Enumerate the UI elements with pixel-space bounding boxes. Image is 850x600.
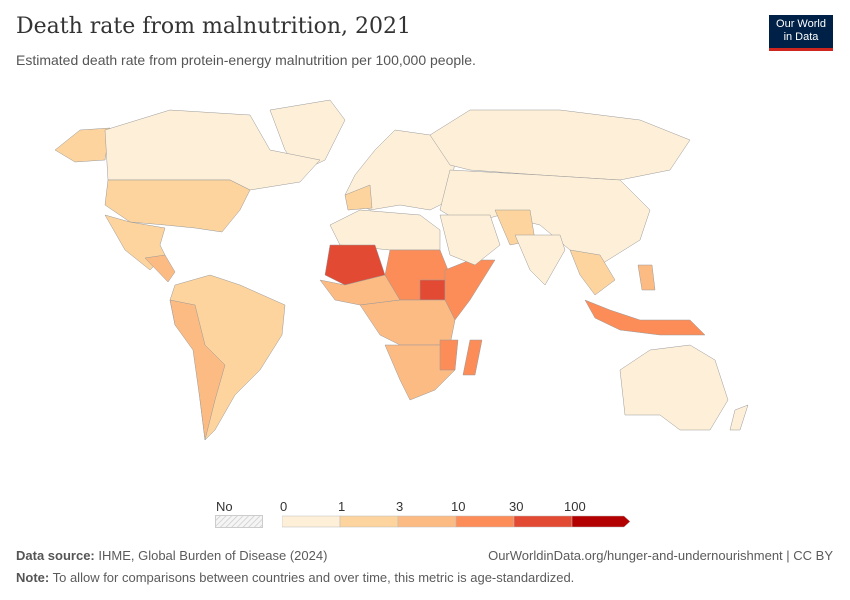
region-middle-east[interactable] bbox=[439, 214, 501, 266]
region-south-america[interactable] bbox=[169, 274, 286, 441]
region-madagascar[interactable] bbox=[462, 339, 483, 376]
note: Note: To allow for comparisons between c… bbox=[16, 570, 574, 585]
region-mexico[interactable] bbox=[104, 214, 166, 271]
region-philippines[interactable] bbox=[637, 264, 656, 291]
legend-bin-4[interactable] bbox=[513, 515, 573, 528]
source-url[interactable]: OurWorldinData.org/hunger-and-undernouri… bbox=[488, 548, 833, 563]
logo-line1: Our World bbox=[776, 18, 826, 30]
legend-no-data-swatch bbox=[215, 515, 263, 528]
region-central-america[interactable] bbox=[144, 254, 176, 283]
region-usa[interactable] bbox=[104, 179, 251, 233]
region-southeast-asia[interactable] bbox=[569, 249, 616, 296]
region-central-africa[interactable] bbox=[359, 299, 456, 346]
region-india[interactable] bbox=[514, 234, 566, 286]
region-north-africa[interactable] bbox=[329, 209, 441, 251]
owid-logo[interactable]: Our World in Data bbox=[769, 15, 833, 51]
region-indonesia[interactable] bbox=[584, 299, 706, 336]
region-south-sudan[interactable] bbox=[419, 279, 446, 301]
legend-tick-4: 30 bbox=[509, 499, 524, 514]
region-horn-of-africa[interactable] bbox=[444, 259, 496, 321]
region-mozambique[interactable] bbox=[439, 339, 459, 371]
legend-bin-5[interactable] bbox=[571, 515, 631, 528]
legend-color-bar bbox=[282, 515, 631, 528]
data-source: Data source: IHME, Global Burden of Dise… bbox=[16, 548, 327, 563]
legend-tick-2: 3 bbox=[396, 499, 404, 514]
legend-bin-0[interactable] bbox=[282, 515, 341, 528]
legend-tick-3: 10 bbox=[451, 499, 466, 514]
region-new-zealand[interactable] bbox=[729, 404, 749, 431]
region-australia[interactable] bbox=[619, 344, 729, 431]
region-andes[interactable] bbox=[169, 299, 226, 441]
region-spain[interactable] bbox=[344, 184, 373, 211]
source-text[interactable]: IHME, Global Burden of Disease (2024) bbox=[98, 548, 328, 563]
legend-tick-1: 1 bbox=[338, 499, 346, 514]
legend-bin-1[interactable] bbox=[339, 515, 399, 528]
world-map[interactable] bbox=[0, 90, 850, 480]
legend-tick-0: 0 bbox=[280, 499, 288, 514]
region-alaska[interactable] bbox=[54, 127, 111, 163]
legend-tick-5: 100 bbox=[564, 499, 586, 514]
note-text: To allow for comparisons between countri… bbox=[52, 570, 575, 585]
legend-bin-3[interactable] bbox=[455, 515, 515, 528]
source-label: Data source: bbox=[16, 548, 95, 563]
legend-bin-2[interactable] bbox=[397, 515, 457, 528]
note-label: Note: bbox=[16, 570, 50, 585]
page-title: Death rate from malnutrition, 2021 bbox=[16, 14, 412, 39]
region-russia[interactable] bbox=[429, 109, 691, 181]
subtitle: Estimated death rate from protein-energy… bbox=[16, 52, 476, 68]
logo-line2: in Data bbox=[783, 31, 819, 43]
